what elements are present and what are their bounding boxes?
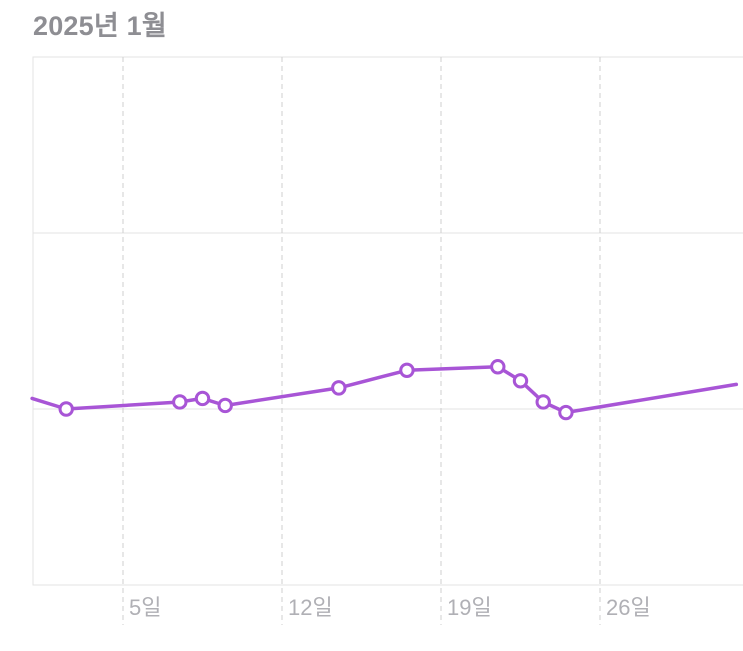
plot-border [32, 56, 743, 586]
x-tick-label-day-12: 12일 [288, 595, 333, 620]
data-point-11 [558, 404, 574, 421]
x-tick-label-day-5: 5일 [129, 595, 161, 620]
data-point-9 [512, 373, 529, 389]
data-point-8 [490, 359, 506, 375]
series-line-1 [30, 365, 739, 415]
vertical-gridlines [122, 57, 601, 625]
data-point-2 [58, 401, 74, 417]
data-point-markers [58, 359, 574, 421]
data-point-5 [217, 397, 233, 414]
data-point-7 [399, 362, 415, 378]
data-point-6 [331, 380, 347, 396]
series-line-group [30, 365, 739, 415]
chart-title: 2025년 1월 [33, 11, 167, 41]
data-point-10 [535, 394, 551, 410]
data-point-4 [194, 390, 211, 407]
plot-frame [32, 56, 743, 586]
x-tick-label-day-19: 19일 [447, 595, 492, 620]
data-point-3 [172, 394, 188, 410]
x-tick-label-day-26: 26일 [606, 595, 651, 620]
x-axis-tick-labels: 5일 12일 19일 26일 [129, 595, 651, 620]
horizontal-gridlines [33, 232, 743, 410]
